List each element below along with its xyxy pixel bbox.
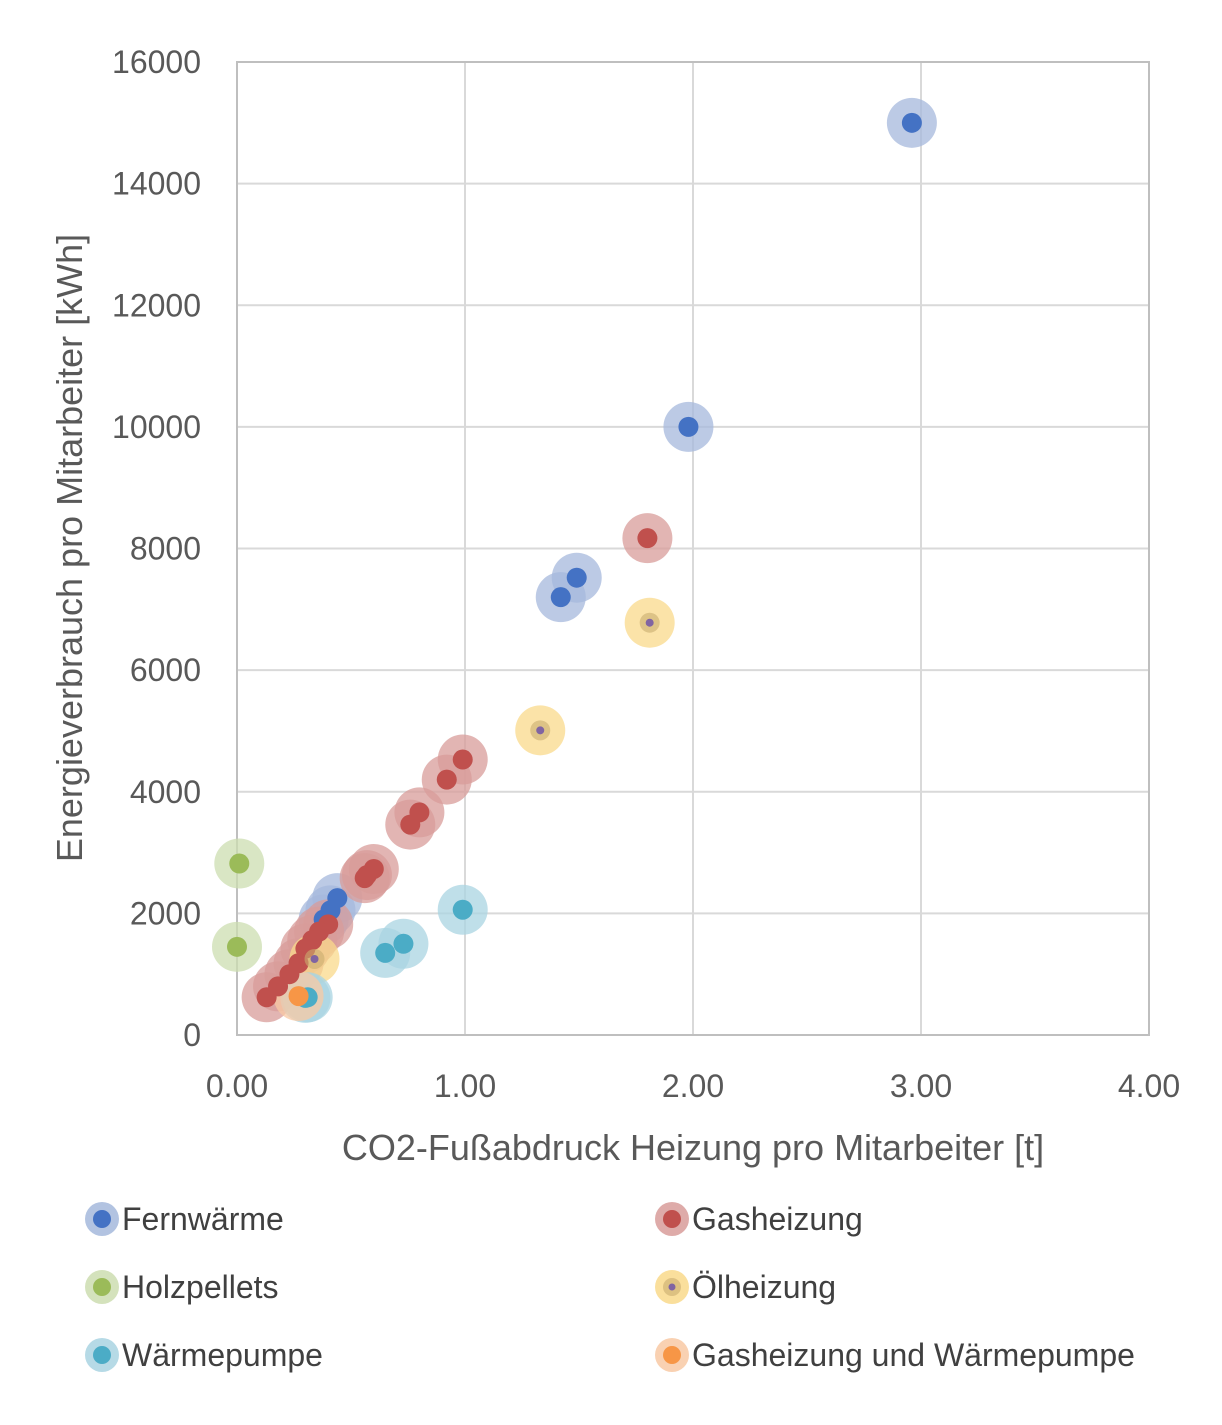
point-halos (212, 97, 937, 1023)
data-point (566, 567, 587, 588)
data-point (550, 587, 571, 608)
data-point (256, 987, 277, 1008)
x-tick-label: 1.00 (434, 1068, 496, 1104)
legend-marker (668, 1283, 676, 1291)
x-axis-title: CO2-Fußabdruck Heizung pro Mitarbeiter [… (342, 1127, 1044, 1168)
data-point (645, 618, 654, 627)
data-point (536, 726, 545, 735)
y-tick-label: 8000 (130, 531, 201, 567)
legend-label: Gasheizung und Wärmepumpe (692, 1337, 1135, 1373)
x-tick-label: 2.00 (662, 1068, 724, 1104)
data-point (288, 986, 309, 1007)
x-tick-label: 0.00 (206, 1068, 268, 1104)
legend-label: Wärmepumpe (122, 1337, 323, 1373)
y-tick-label: 0 (183, 1017, 201, 1053)
y-tick-label: 16000 (112, 44, 201, 80)
data-point (227, 936, 247, 957)
y-tick-label: 14000 (112, 166, 201, 202)
data-point (452, 749, 473, 770)
data-points (227, 112, 922, 1008)
x-tick-label: 3.00 (890, 1068, 952, 1104)
legend-label: Gasheizung (692, 1201, 863, 1237)
legend-label: Holzpellets (122, 1269, 279, 1305)
legend-marker (663, 1346, 681, 1364)
legend-marker (93, 1210, 111, 1228)
y-tick-label: 2000 (130, 895, 201, 931)
y-tick-label: 6000 (130, 652, 201, 688)
y-axis-tick-labels: 0 2000 4000 6000 8000 10000 12000 14000 16000 (112, 44, 201, 1053)
x-axis-tick-labels: 0.00 1.00 2.00 3.00 4.00 (206, 1068, 1180, 1104)
legend-marker (93, 1346, 111, 1364)
data-point (375, 942, 396, 963)
plot-area-frame (236, 61, 1150, 1036)
y-tick-label: 12000 (112, 287, 201, 323)
y-tick-label: 4000 (130, 774, 201, 810)
data-point (393, 933, 414, 954)
data-point (229, 853, 250, 874)
y-tick-label: 10000 (112, 409, 201, 445)
data-point (637, 528, 658, 549)
legend-marker (663, 1210, 681, 1228)
data-point (354, 868, 375, 889)
data-point (310, 954, 319, 963)
data-point (400, 814, 421, 835)
y-axis-title: Energieverbrauch pro Mitarbeiter [kWh] (49, 234, 90, 862)
legend-marker (93, 1278, 111, 1296)
data-point (901, 112, 922, 133)
data-point (452, 899, 473, 920)
x-tick-label: 4.00 (1118, 1068, 1180, 1104)
data-point (678, 416, 699, 437)
legend-label: Ölheizung (692, 1269, 836, 1305)
legend: Fernwärme Gasheizung Holzpellets Ölheizung W… (85, 1201, 1135, 1373)
legend-label: Fernwärme (122, 1201, 284, 1237)
data-point (436, 769, 457, 790)
